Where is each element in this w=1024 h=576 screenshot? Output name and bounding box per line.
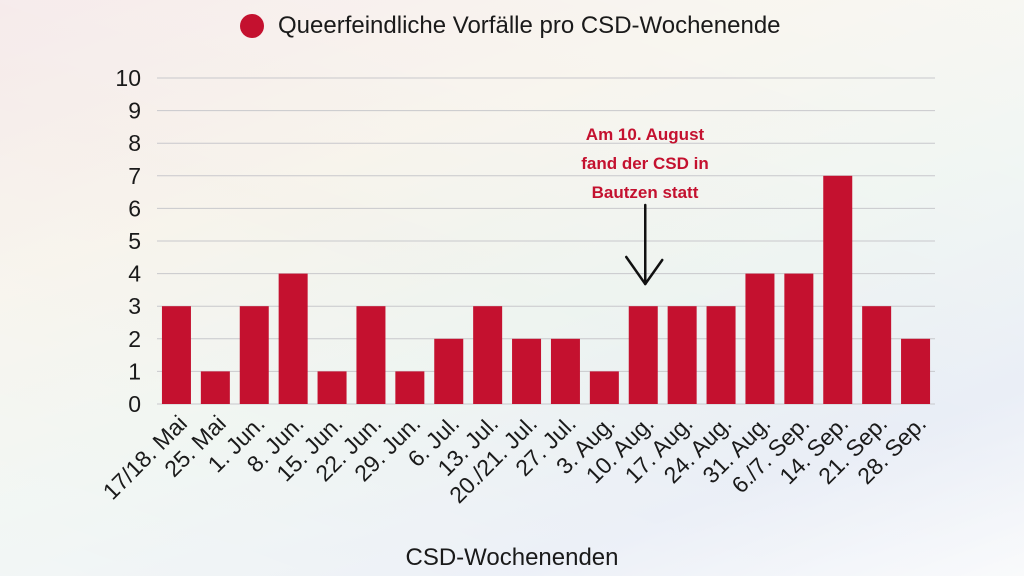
bar bbox=[278, 273, 308, 404]
y-tick-label: 8 bbox=[128, 130, 141, 156]
legend-swatch bbox=[240, 14, 264, 38]
bar bbox=[823, 175, 853, 404]
bar bbox=[628, 306, 658, 404]
annotation-arrowhead bbox=[625, 255, 664, 286]
bar bbox=[589, 371, 619, 404]
y-tick-label: 1 bbox=[128, 358, 141, 384]
bar bbox=[434, 338, 464, 404]
bar bbox=[901, 338, 931, 404]
bar bbox=[512, 338, 542, 404]
y-tick-label: 3 bbox=[128, 293, 141, 319]
bar bbox=[317, 371, 347, 404]
bar bbox=[356, 306, 386, 404]
annotation-line-3: Bautzen statt bbox=[591, 183, 699, 202]
y-tick-label: 4 bbox=[128, 261, 141, 287]
annotation-line-1: Am 10. August bbox=[585, 125, 705, 144]
bar bbox=[784, 273, 814, 404]
y-tick-label: 0 bbox=[128, 391, 141, 417]
bar bbox=[706, 306, 736, 404]
legend-label: Queerfeindliche Vorfälle pro CSD-Wochene… bbox=[278, 12, 781, 39]
bar bbox=[395, 371, 425, 404]
y-tick-label: 6 bbox=[128, 195, 141, 221]
bar bbox=[745, 273, 775, 404]
x-axis-title: CSD-Wochenenden bbox=[405, 544, 619, 571]
legend: Queerfeindliche Vorfälle pro CSD-Wochene… bbox=[240, 12, 781, 40]
y-tick-label: 2 bbox=[128, 326, 141, 352]
bar bbox=[161, 306, 191, 404]
y-tick-label: 7 bbox=[128, 163, 141, 189]
y-tick-label: 10 bbox=[115, 65, 141, 91]
bar bbox=[200, 371, 230, 404]
bar bbox=[550, 338, 580, 404]
y-tick-label: 9 bbox=[128, 98, 141, 124]
bar bbox=[862, 306, 892, 404]
y-tick-label: 5 bbox=[128, 228, 141, 254]
bar bbox=[473, 306, 503, 404]
bar bbox=[667, 306, 697, 404]
annotation-line-2: fand der CSD in bbox=[581, 154, 709, 173]
bar bbox=[239, 306, 269, 404]
annotation-note: Am 10. August fand der CSD in Bautzen st… bbox=[545, 120, 745, 207]
